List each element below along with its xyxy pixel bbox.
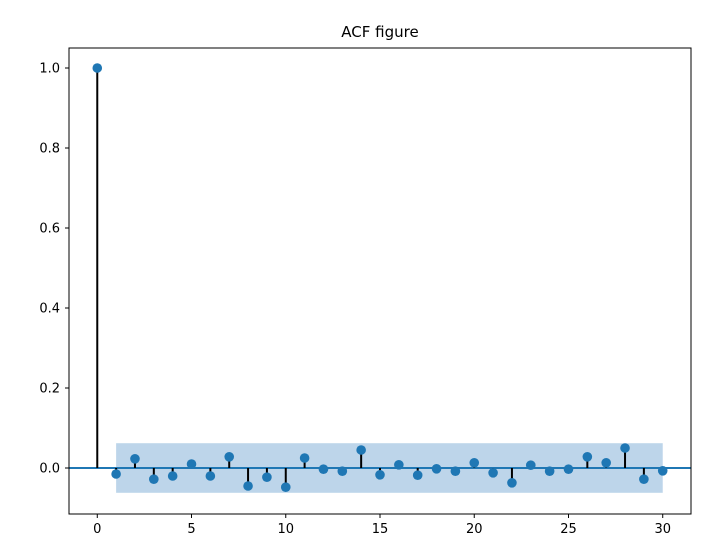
acf-point-lag-5	[186, 459, 197, 469]
acf-point-lag-26	[582, 452, 593, 462]
acf-point-lag-11	[299, 453, 310, 463]
acf-point-lag-20	[469, 458, 480, 468]
acf-point-lag-24	[544, 466, 555, 477]
acf-point-lag-14	[356, 445, 366, 455]
acf-point-lag-12	[318, 464, 329, 475]
y-tick-label: 0.4	[39, 302, 60, 317]
acf-point-lag-7	[224, 452, 235, 462]
acf-point-lag-9	[262, 472, 272, 483]
acf-point-lag-4	[167, 471, 178, 481]
acf-point-lag-30	[657, 466, 668, 476]
acf-point-lag-23	[525, 460, 536, 471]
y-tick-label: 0.0	[39, 462, 60, 477]
acf-point-lag-1	[111, 469, 121, 479]
acf-point-lag-8	[243, 481, 253, 491]
acf-point-lag-29	[639, 474, 649, 485]
acf-point-lag-17	[412, 470, 423, 481]
y-tick-label: 0.8	[39, 142, 60, 157]
acf-point-lag-28	[620, 443, 630, 453]
acf-point-lag-3	[149, 474, 159, 485]
x-tick-label: 10	[277, 522, 294, 537]
acf-point-lag-15	[375, 470, 385, 480]
acf-point-lag-6	[205, 471, 216, 481]
x-tick-label: 30	[654, 522, 671, 537]
x-tick-label: 15	[372, 522, 389, 537]
y-tick-label: 0.2	[39, 382, 60, 397]
marker-layer	[92, 63, 668, 493]
x-axis-ticks: 0 5 10 15 20 25 30	[93, 514, 671, 537]
x-tick-label: 20	[466, 522, 483, 537]
acf-point-lag-2	[130, 454, 140, 464]
acf-point-lag-18	[431, 464, 442, 474]
acf-point-lag-13	[337, 466, 348, 477]
x-tick-label: 25	[560, 522, 577, 537]
acf-point-lag-16	[394, 460, 404, 470]
acf-point-lag-22	[507, 478, 517, 488]
y-axis-ticks: 0.0 0.2 0.4 0.6 0.8 1.0	[39, 62, 69, 477]
acf-point-lag-27	[601, 458, 611, 468]
acf-point-lag-21	[488, 468, 498, 478]
x-tick-label: 0	[93, 522, 101, 537]
x-tick-label: 5	[187, 522, 195, 537]
stem-layer	[96, 68, 664, 488]
acf-point-lag-10	[280, 482, 291, 493]
y-tick-label: 0.6	[39, 222, 60, 237]
chart-title: ACF figure	[341, 23, 418, 41]
acf-point-lag-0	[92, 63, 103, 73]
y-tick-label: 1.0	[39, 62, 60, 77]
acf-point-lag-25	[563, 464, 574, 475]
acf-point-lag-19	[450, 466, 461, 477]
